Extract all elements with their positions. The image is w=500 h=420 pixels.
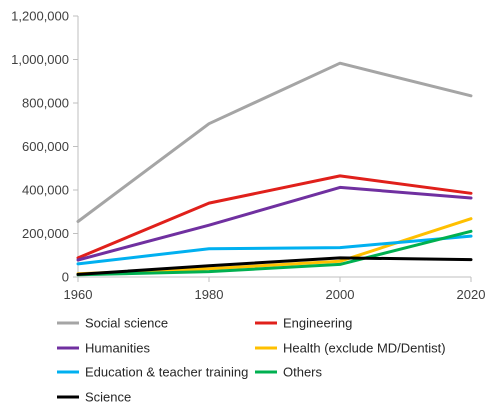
legend-item-science: Science (57, 390, 131, 405)
legend-label: Social science (85, 316, 168, 331)
legend-label: Health (exclude MD/Dentist) (283, 341, 446, 356)
x-tick-label: 1960 (64, 287, 93, 302)
legend-item-social-science: Social science (57, 316, 168, 331)
legend-item-humanities: Humanities (57, 341, 151, 356)
legend-label: Humanities (85, 341, 151, 356)
series-line-education-teacher-training (76, 234, 473, 266)
axes-layer: 0 200,000 400,000 600,000 800,000 1,000,000 1,… (11, 9, 485, 303)
series-layer (76, 61, 473, 277)
legend-item-engineering: Engineering (255, 316, 352, 331)
series-line-others (76, 229, 473, 277)
y-tick-label: 400,000 (22, 183, 69, 198)
y-tick-label: 200,000 (22, 226, 69, 241)
x-tick-label: 1980 (195, 287, 224, 302)
series-line-social-science (76, 61, 473, 223)
y-tick-label: 800,000 (22, 96, 69, 111)
series-line-humanities (76, 185, 473, 262)
series-line-science (76, 256, 473, 276)
legend-label: Others (283, 365, 323, 380)
y-tick-label: 1,200,000 (11, 9, 69, 24)
legend: Social science Engineering Humanities Healt… (57, 316, 446, 405)
legend-item-others: Others (255, 365, 323, 380)
series-line-engineering (76, 174, 473, 260)
legend-label: Science (85, 390, 131, 405)
x-tick-label: 2000 (326, 287, 355, 302)
y-tick-label: 1,000,000 (11, 52, 69, 67)
legend-item-health-exclude-md-dentist: Health (exclude MD/Dentist) (255, 341, 446, 356)
y-tick-label: 600,000 (22, 139, 69, 154)
legend-label: Education & teacher training (85, 365, 248, 380)
x-tick-label: 2020 (457, 287, 486, 302)
y-tick-label: 0 (62, 270, 69, 285)
legend-item-education-teacher-training: Education & teacher training (57, 365, 248, 380)
legend-label: Engineering (283, 316, 352, 331)
